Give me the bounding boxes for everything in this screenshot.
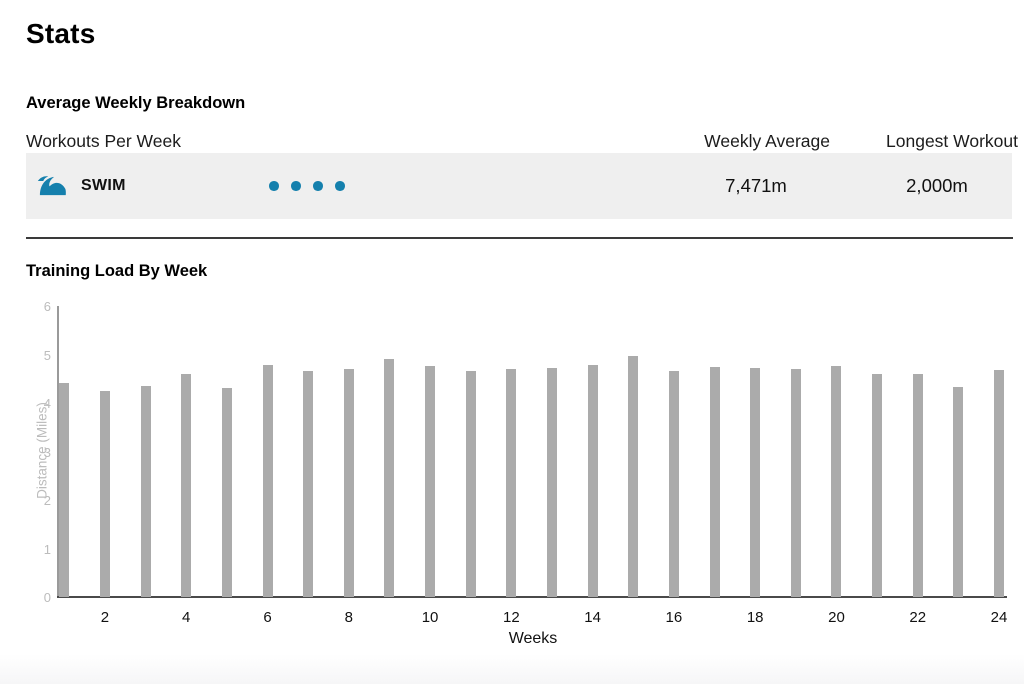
bar-week-22: [912, 373, 923, 597]
x-axis-title: Weeks: [508, 630, 558, 647]
y-axis-title: Distance (Miles): [34, 402, 50, 499]
breakdown-table-header: Workouts Per Week Weekly Average Longest…: [26, 131, 1018, 153]
column-header-workouts-per-week: Workouts Per Week: [26, 131, 181, 151]
x-axis-tick-label: 24: [990, 609, 1008, 626]
page-title: Stats: [26, 18, 96, 49]
swim-wave-icon: [37, 176, 66, 196]
x-axis-tick-label: 16: [665, 609, 683, 626]
column-header-weekly-average: Weekly Average: [704, 131, 830, 151]
bar-week-8: [343, 368, 354, 597]
bar-week-1: [59, 382, 70, 597]
y-axis-tick-label: 6: [43, 299, 51, 314]
workout-dot: [313, 181, 323, 191]
y-axis-tick-label: 5: [43, 347, 51, 363]
bar-week-21: [872, 373, 883, 597]
bar-week-4: [181, 373, 192, 597]
breakdown-section-title: Average Weekly Breakdown: [26, 94, 246, 112]
x-axis-tick-label: 20: [828, 609, 845, 626]
bar-week-20: [831, 366, 842, 597]
bar-week-9: [384, 358, 395, 597]
workout-dot: [335, 181, 345, 191]
x-axis-line: [57, 596, 1007, 598]
y-axis-line: [57, 306, 59, 597]
bar-week-14: [587, 365, 598, 597]
bar-week-24: [994, 369, 1005, 597]
y-axis-tick-label: 1: [43, 541, 51, 557]
bar-week-10: [425, 365, 436, 597]
workouts-per-week-dots: [269, 153, 345, 219]
x-axis-tick-label: 18: [746, 609, 764, 626]
bar-week-5: [221, 388, 232, 597]
bar-week-7: [303, 370, 314, 597]
bar-week-16: [668, 370, 679, 597]
y-axis-tick-label: 3: [43, 444, 51, 460]
workout-dot: [269, 181, 279, 191]
column-header-longest-workout: Longest Workout: [886, 131, 1018, 151]
bar-week-15: [628, 355, 639, 597]
x-axis-tick-label: 22: [909, 609, 927, 626]
weekly-average-value: 7,471m: [725, 175, 787, 196]
table-row-swim: SWIM 7,471m 2,000m: [26, 153, 1012, 219]
bar-week-13: [546, 368, 557, 597]
x-axis-tick-label: 10: [421, 609, 439, 626]
x-axis-tick-label: 2: [100, 609, 110, 626]
page-bottom-strip: [0, 654, 1024, 684]
x-axis-tick-label: 6: [263, 609, 272, 626]
x-axis-tick-label: 14: [584, 609, 601, 626]
sport-name-label: SWIM: [81, 177, 126, 194]
bar-week-2: [99, 391, 110, 597]
y-axis-tick-label: 2: [43, 493, 51, 508]
sport-identity: SWIM: [37, 153, 126, 219]
x-axis-tick-label: 4: [182, 609, 191, 626]
x-axis-tick-label: 8: [344, 609, 353, 626]
bar-week-12: [506, 368, 517, 597]
bar-week-6: [262, 365, 273, 597]
section-divider: [26, 237, 1013, 239]
bar-week-17: [709, 367, 720, 597]
bar-week-11: [465, 370, 476, 597]
workout-dot: [291, 181, 301, 191]
longest-workout-value: 2,000m: [906, 175, 968, 196]
y-axis-tick-label: 0: [43, 590, 51, 605]
bar-week-3: [140, 385, 151, 597]
bar-week-19: [790, 369, 801, 597]
x-axis-tick-label: 12: [502, 609, 520, 626]
y-axis-tick-label: 4: [43, 396, 51, 411]
bar-week-23: [953, 386, 964, 597]
training-load-section-title: Training Load By Week: [26, 262, 208, 280]
bar-week-18: [750, 368, 761, 597]
